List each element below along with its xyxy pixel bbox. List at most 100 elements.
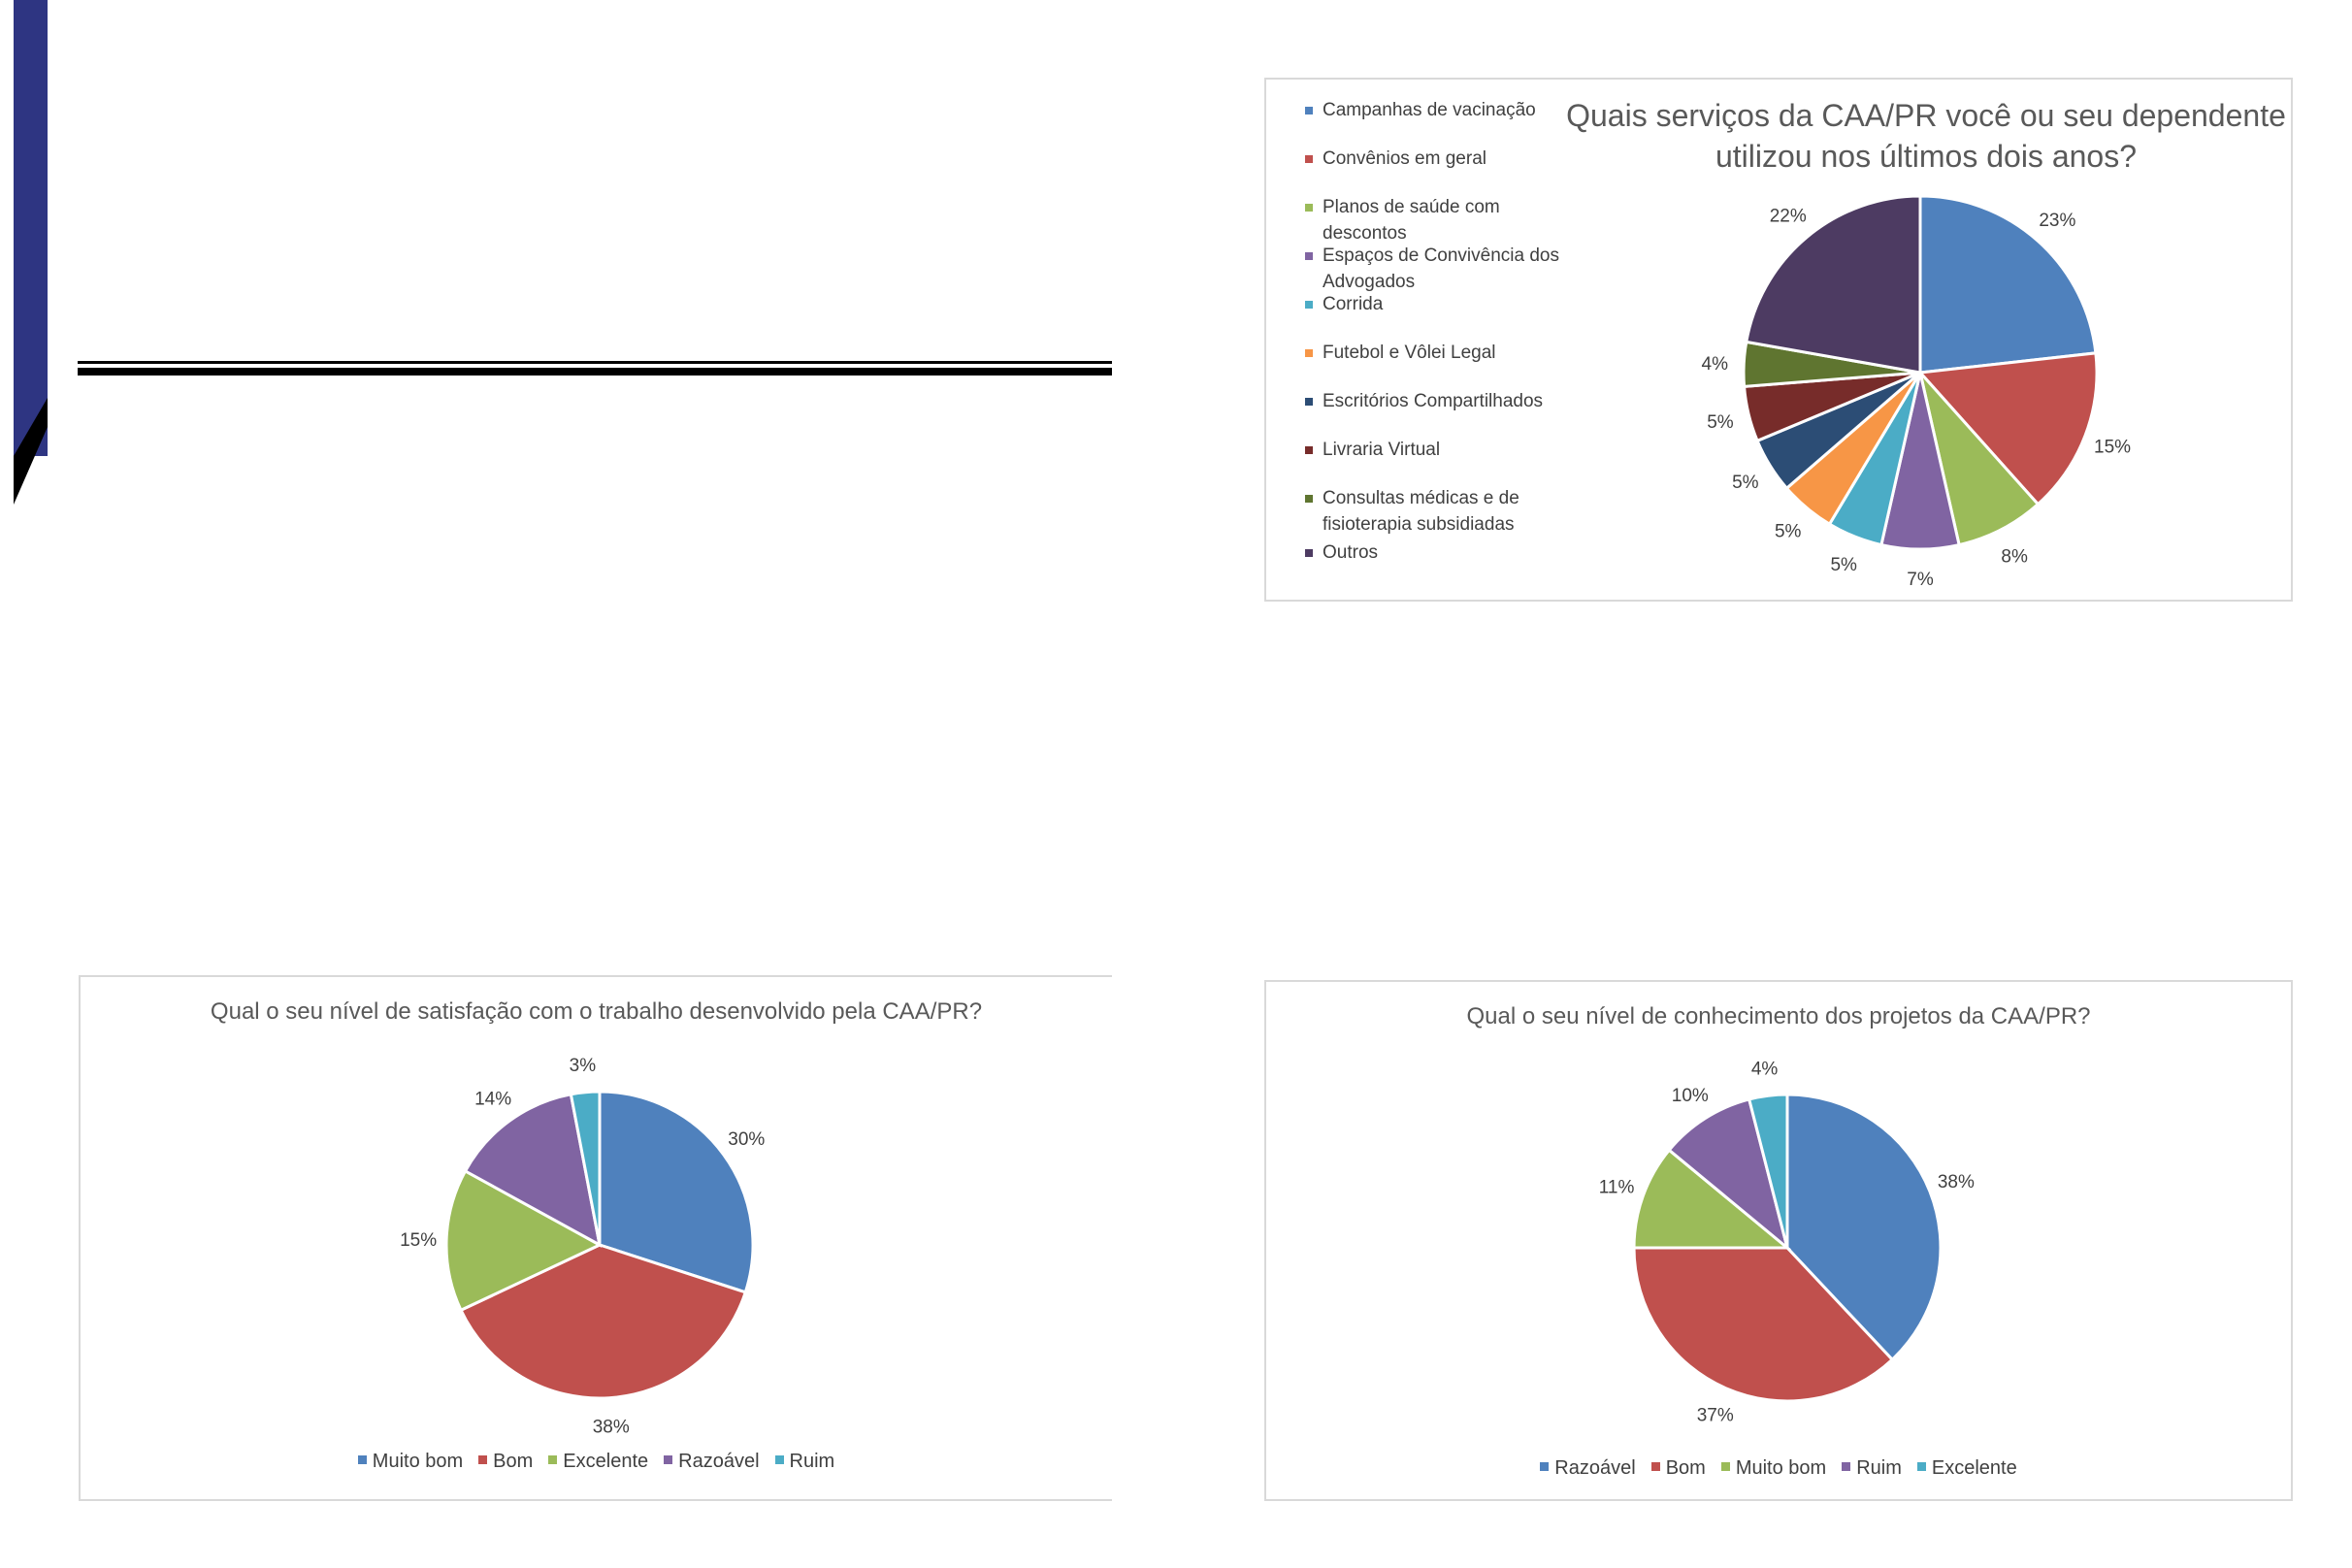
legend-swatch [1305, 204, 1313, 212]
pie-data-label-planos-de-saude-com-descontos: 8% [2001, 546, 2028, 567]
pie-slice-bom [459, 1243, 748, 1400]
projects-chart-title: Qual o seu nível de conhecimento dos pro… [1466, 1003, 2091, 1029]
legend-item-razoavel: Razoável [1540, 1457, 1636, 1480]
legend-swatch [1305, 549, 1313, 557]
satisfaction-pie: 30% 38% 15% 14% 3% [400, 1056, 765, 1438]
pie-data-label-outros: 22% [1770, 207, 1807, 227]
legend-label: Campanhas de vacinação [1323, 100, 1536, 120]
legend-item-bom: Bom [478, 1451, 533, 1473]
pie-slice-razoavel [463, 1093, 603, 1248]
legend-item-escritorios-compartilhados: Escritórios Compartilhados [1305, 388, 1575, 414]
pie-data-label-convenios-em-geral: 15% [2094, 438, 2131, 458]
legend-item-consultas-medicas-e-de-fisioterapia-subsidiadas: Consultas médicas e de fisioterapia subs… [1305, 485, 1575, 538]
legend-label: Muito bom [1735, 1457, 1827, 1479]
services-pie: 23% 15% 8% 7% 5% 5% 5% 5% 4% 22% [1702, 194, 2131, 590]
satisfaction-chart-title: Qual o seu nível de satisfação com o tra… [210, 998, 983, 1025]
legend-item-planos-de-saude-com-descontos: Planos de saúde com descontos [1305, 194, 1575, 246]
pie-data-label-escritorios-compartilhados: 5% [1732, 473, 1759, 493]
legend-item-convenios-em-geral: Convênios em geral [1305, 146, 1575, 172]
pie-slice-bom [1632, 1246, 1895, 1403]
legend-label: Excelente [563, 1451, 649, 1472]
pie-data-label-ruim: 10% [1672, 1086, 1709, 1106]
legend-item-excelente: Excelente [1916, 1457, 2017, 1480]
pie-data-label-razoavel: 38% [1938, 1172, 1975, 1192]
legend-swatch [1305, 252, 1313, 260]
legend-item-muito-bom: Muito bom [1720, 1457, 1827, 1480]
legend-swatch [1305, 398, 1313, 406]
legend-label: Planos de saúde com descontos [1323, 197, 1500, 244]
legend-item-futebol-e-volei-legal: Futebol e Vôlei Legal [1305, 340, 1575, 366]
legend-item-corrida: Corrida [1305, 291, 1575, 317]
pie-slice-excelente [444, 1168, 604, 1313]
legend-item-outros: Outros [1305, 539, 1575, 566]
legend-swatch [1916, 1462, 1926, 1472]
slide-title-rule-thin [78, 361, 1112, 364]
pie-data-label-muito-bom: 11% [1599, 1178, 1635, 1198]
pie-slice-excelente [1747, 1093, 1789, 1249]
legend-item-espacos-de-convivencia-dos-advogados: Espaços de Convivência dos Advogados [1305, 243, 1575, 295]
services-chart-title: Quais serviços da CAA/PR você ou seu dep… [1566, 98, 2286, 174]
satisfaction-chart: Qual o seu nível de satisfação com o tra… [79, 975, 1112, 1501]
legend-item-ruim: Ruim [1842, 1457, 1902, 1480]
pie-slice-muito-bom [1632, 1148, 1792, 1250]
legend-item-razoavel: Razoável [664, 1451, 760, 1473]
legend-swatch [1650, 1462, 1660, 1472]
legend-swatch [357, 1455, 367, 1465]
pie-data-label-bom: 37% [1697, 1406, 1734, 1426]
legend-label: Razoável [1554, 1457, 1636, 1479]
pie-data-label-corrida: 5% [1830, 555, 1857, 575]
legend-item-muito-bom: Muito bom [357, 1451, 464, 1473]
legend-swatch [478, 1455, 488, 1465]
pie-slice-campanhas-de-vacinacao [1918, 194, 2098, 375]
legend-label: Consultas médicas e de fisioterapia subs… [1323, 488, 1519, 535]
legend-item-livraria-virtual: Livraria Virtual [1305, 437, 1575, 463]
pie-data-label-muito-bom: 30% [728, 1129, 765, 1150]
slide-title-rule-thick [78, 368, 1112, 376]
pie-slice-ruim [569, 1090, 602, 1246]
projects-pie: 38% 37% 11% 10% 4% [1599, 1059, 1975, 1426]
legend-label: Livraria Virtual [1323, 440, 1441, 460]
slide-side-accent-shadow [14, 398, 48, 505]
projects-knowledge-chart: Qual o seu nível de conhecimento dos pro… [1264, 980, 2293, 1501]
pie-data-label-ruim: 3% [570, 1056, 597, 1076]
legend-item-ruim: Ruim [774, 1451, 834, 1473]
legend-item-bom: Bom [1650, 1457, 1706, 1480]
legend-swatch [1305, 107, 1313, 114]
legend-swatch [1305, 155, 1313, 163]
pie-data-label-futebol-e-volei-legal: 5% [1775, 521, 1802, 541]
legend-label: Convênios em geral [1323, 148, 1486, 169]
legend-label: Outros [1323, 542, 1379, 563]
legend-label: Corrida [1323, 294, 1384, 314]
pie-data-label-consultas-medicas-e-de-fisioterapia-subsidiadas: 4% [1702, 354, 1729, 375]
legend-swatch [1305, 495, 1313, 503]
pie-slice-muito-bom [598, 1090, 755, 1294]
slide-side-accent-bar [14, 0, 48, 456]
pie-slice-outros [1745, 194, 1922, 375]
legend-swatch [664, 1455, 673, 1465]
legend-label: Excelente [1931, 1457, 2017, 1479]
projects-chart-legend: Razoável Bom Muito bom Ruim Excelente [1266, 1457, 2291, 1480]
legend-swatch [1720, 1462, 1730, 1472]
legend-item-campanhas-de-vacinacao: Campanhas de vacinação [1305, 97, 1575, 123]
legend-swatch [1842, 1462, 1851, 1472]
pie-data-label-excelente: 4% [1751, 1059, 1779, 1079]
pie-data-label-espacos-de-convivencia-dos-advogados: 7% [1907, 570, 1934, 590]
legend-swatch [774, 1455, 784, 1465]
satisfaction-chart-legend: Muito bom Bom Excelente Razoável Ruim [81, 1451, 1112, 1473]
legend-label: Razoável [678, 1451, 760, 1472]
legend-swatch [1305, 446, 1313, 454]
legend-item-excelente: Excelente [548, 1451, 648, 1473]
legend-swatch [1305, 349, 1313, 357]
legend-label: Bom [493, 1451, 534, 1472]
legend-label: Espaços de Convivência dos Advogados [1323, 245, 1559, 292]
pie-data-label-excelente: 15% [400, 1230, 437, 1251]
pie-data-label-razoavel: 14% [474, 1090, 511, 1110]
services-used-chart: Campanhas de vacinação Convênios em geral… [1264, 78, 2293, 602]
legend-label: Bom [1665, 1457, 1706, 1479]
pie-data-label-bom: 38% [593, 1418, 630, 1438]
legend-label: Muito bom [372, 1451, 464, 1472]
legend-swatch [1305, 301, 1313, 309]
pie-slice-razoavel [1785, 1093, 1943, 1362]
pie-data-label-livraria-virtual: 5% [1707, 412, 1734, 433]
legend-label: Ruim [1856, 1457, 1902, 1479]
